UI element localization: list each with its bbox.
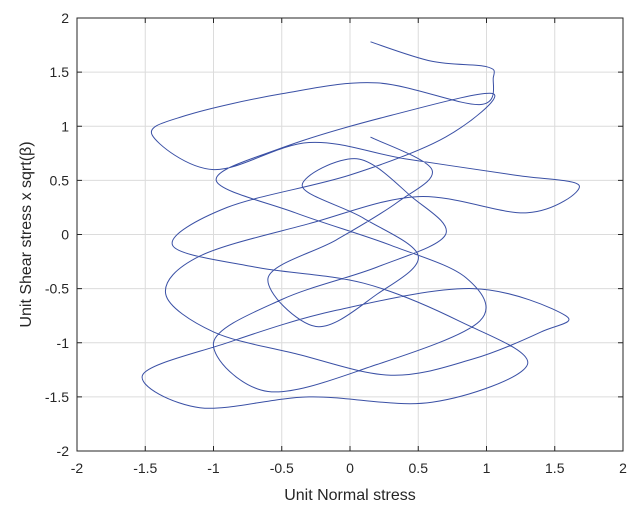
y-tick-label: 1.5 [50, 64, 70, 80]
series-layer [141, 41, 580, 409]
x-axis-label: Unit Normal stress [284, 487, 416, 504]
y-tick-label: 2 [61, 10, 69, 26]
y-tick-label: -2 [57, 443, 70, 459]
x-tick-label: -1 [207, 460, 220, 476]
y-axis-label: Unit Shear stress x sqrt(β) [18, 141, 35, 327]
y-tick-label: -0.5 [45, 281, 69, 297]
stress-path-line [141, 41, 580, 409]
y-tick-label: -1 [57, 335, 70, 351]
y-tick-label: 0 [61, 227, 69, 243]
y-tick-label: 0.5 [50, 172, 70, 188]
x-tick-label: -2 [71, 460, 84, 476]
x-tick-label: 2 [619, 460, 627, 476]
x-tick-label: 0.5 [409, 460, 429, 476]
x-tick-label: 1.5 [545, 460, 565, 476]
y-tick-label: 1 [61, 118, 69, 134]
x-tick-label: -1.5 [133, 460, 157, 476]
tick-layer: -2 -1.5 -1 -0.5 0 0.5 1 1.5 2 -2 -1.5 -1 -0.5 0 0.5 1 1.… [45, 10, 627, 476]
x-tick-label: -0.5 [270, 460, 294, 476]
x-tick-label: 0 [346, 460, 354, 476]
x-tick-label: 1 [483, 460, 491, 476]
y-tick-label: -1.5 [45, 389, 69, 405]
